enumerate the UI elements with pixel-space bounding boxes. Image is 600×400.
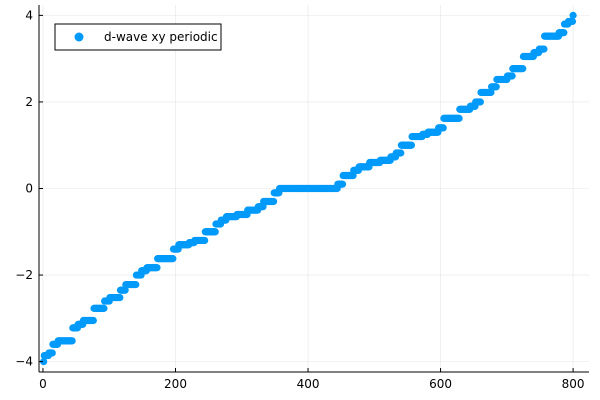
y-tick-label: −2 [15, 268, 33, 282]
data-point [169, 255, 177, 263]
data-point [116, 293, 124, 302]
data-point [100, 304, 108, 312]
x-tick-label: 200 [164, 377, 187, 391]
data-point [439, 124, 447, 132]
data-point [40, 358, 48, 366]
data-point [153, 264, 161, 272]
data-point [492, 83, 500, 91]
data-point [397, 149, 405, 157]
data-point [519, 65, 527, 73]
data-point [89, 316, 97, 325]
axes: 0 200 400 600 800 −4 −2 0 2 4 [15, 5, 589, 391]
data-point [476, 98, 484, 106]
data-point [407, 141, 416, 149]
data-point [269, 197, 278, 206]
data-point [201, 236, 209, 245]
x-tick-label: 800 [562, 377, 585, 391]
legend: d-wave xy periodic [54, 23, 222, 51]
grid [39, 5, 589, 372]
y-tick-label: 2 [25, 95, 33, 109]
y-tick-label: 4 [25, 8, 33, 22]
data-point [121, 286, 129, 294]
data-point [48, 349, 56, 357]
data-point [540, 45, 548, 53]
data-point [338, 180, 347, 188]
y-tick-label: −4 [15, 355, 33, 369]
data-point [568, 17, 577, 26]
data-point [560, 29, 568, 37]
data-point [487, 88, 495, 97]
y-tick-label: 0 [25, 182, 33, 196]
x-tick-label: 400 [297, 377, 320, 391]
data-point [211, 228, 219, 236]
data-points [40, 11, 577, 366]
x-tick-label: 600 [429, 377, 452, 391]
data-point [68, 337, 76, 345]
legend-marker [74, 32, 84, 42]
data-point [569, 11, 577, 19]
data-point [508, 72, 516, 80]
data-point [455, 114, 463, 122]
x-tick-label: 0 [39, 377, 47, 391]
legend-label: d-wave xy periodic [104, 30, 218, 44]
data-point [132, 280, 140, 289]
